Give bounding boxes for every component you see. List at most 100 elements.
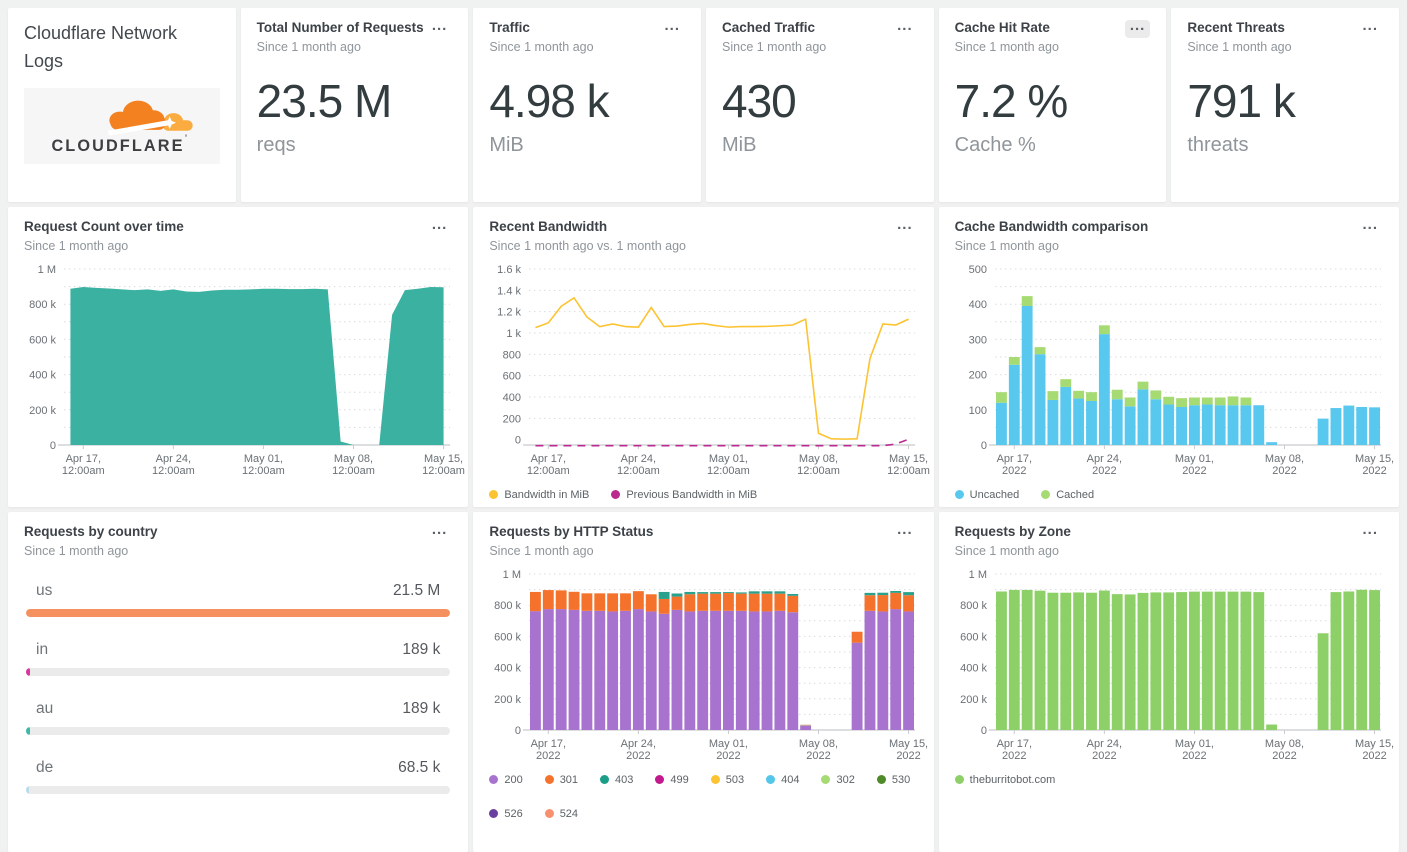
svg-text:May 01,: May 01, — [709, 453, 748, 465]
legend-item-530[interactable]: 530 — [876, 773, 911, 786]
legend-item-503[interactable]: 503 — [710, 773, 745, 786]
svg-text:1 M: 1 M — [503, 569, 521, 581]
country-label: in — [36, 640, 49, 658]
country-value: 189 k — [402, 640, 441, 658]
svg-text:800 k: 800 k — [960, 600, 987, 612]
country-value: 189 k — [402, 699, 441, 717]
legend-item-uncached[interactable]: Uncached — [954, 489, 1019, 501]
logo-sparkle — [163, 116, 177, 129]
legend-label: 403 — [615, 773, 634, 786]
legend-item-bandwidth-in-mib[interactable]: Bandwidth in MiB — [489, 489, 589, 501]
svg-text:2022: 2022 — [536, 750, 560, 762]
panel-subtitle: Since 1 month ago — [489, 543, 594, 558]
stat-unit: threats — [1187, 133, 1249, 156]
svg-text:12:00am: 12:00am — [527, 465, 570, 477]
dashboard-title: Cloudflare Network Logs — [24, 23, 178, 71]
country-bar-track — [26, 785, 451, 794]
legend-item-200[interactable]: 200 — [489, 773, 523, 786]
legend-label: 200 — [504, 773, 523, 786]
dashboard: Cloudflare Network Logs CLOUDFLARE ' — [8, 8, 1399, 852]
panel-subtitle: Since 1 month ago — [722, 39, 827, 54]
svg-text:Apr 17,: Apr 17, — [66, 453, 101, 465]
legend-dot — [611, 490, 621, 500]
legend-item-499[interactable]: 499 — [655, 774, 689, 786]
panel-subtitle: Since 1 month ago — [24, 238, 129, 253]
svg-text:1.2 k: 1.2 k — [497, 307, 521, 319]
svg-text:1 k: 1 k — [507, 328, 522, 340]
legend-label: 503 — [725, 773, 745, 786]
stat-unit: reqs — [256, 133, 296, 156]
panel-title: Requests by Zone — [954, 524, 1071, 539]
svg-text:0: 0 — [50, 440, 56, 452]
svg-text:1 M: 1 M — [968, 569, 986, 581]
legend-label: 526 — [504, 807, 523, 820]
svg-text:12:00am: 12:00am — [422, 465, 465, 477]
panel-cloudflare-logo: Cloudflare Network Logs CLOUDFLARE ' — [8, 8, 236, 202]
svg-text:100: 100 — [968, 405, 986, 417]
legend-item-theburritobot-com[interactable]: theburritobot.com — [954, 773, 1056, 786]
http-status-legend: 200 301 403 499 503 404 302 530 526 524 — [489, 774, 917, 820]
panel-menu-button[interactable]: ... — [427, 522, 453, 542]
panel-menu-button[interactable]: ... — [427, 217, 453, 237]
legend-label: Cached — [1056, 488, 1095, 501]
panel-subtitle: Since 1 month ago — [954, 543, 1059, 558]
panel-menu-button[interactable]: ... — [1357, 18, 1383, 38]
legend-item-526[interactable]: 526 — [489, 807, 523, 820]
panel-menu-button[interactable]: ... — [659, 18, 685, 38]
svg-text:12:00am: 12:00am — [617, 465, 660, 477]
legend-dot — [544, 809, 554, 819]
svg-text:Apr 17,: Apr 17, — [531, 738, 566, 750]
svg-text:12:00am: 12:00am — [332, 465, 375, 477]
svg-text:600 k: 600 k — [494, 631, 521, 643]
svg-text:400: 400 — [968, 299, 986, 311]
svg-text:2022: 2022 — [897, 750, 921, 762]
panel-menu-button[interactable]: ... — [892, 18, 918, 38]
stat-unit: MiB — [489, 133, 524, 156]
legend-dot — [489, 775, 499, 785]
svg-text:400 k: 400 k — [960, 662, 987, 674]
stat-value: 23.5 M — [256, 74, 393, 127]
panel-title: Recent Bandwidth — [489, 219, 608, 234]
country-row-de: de 68.5 k — [24, 759, 452, 794]
legend-dot — [954, 490, 964, 500]
panel-requests-by-country: Requests by country Since 1 month ago ..… — [8, 512, 469, 852]
panel-menu-button[interactable]: ... — [1357, 217, 1383, 237]
panel-requests-by-zone: Requests by Zone Since 1 month ago ... 0… — [938, 512, 1399, 852]
stat-unit: Cache % — [954, 133, 1036, 156]
panel-title: Traffic — [489, 20, 530, 35]
svg-text:2022: 2022 — [1182, 465, 1206, 477]
legend-item-524[interactable]: 524 — [544, 808, 578, 820]
svg-text:600 k: 600 k — [29, 334, 56, 346]
svg-text:Apr 24,: Apr 24, — [621, 453, 656, 465]
legend-label: theburritobot.com — [969, 773, 1056, 786]
legend-item-403[interactable]: 403 — [600, 774, 633, 786]
svg-text:600 k: 600 k — [960, 631, 987, 643]
panel-menu-button[interactable]: ... — [892, 522, 918, 542]
legend-item-cached[interactable]: Cached — [1041, 489, 1094, 501]
legend-dot — [821, 775, 831, 785]
legend-item-302[interactable]: 302 — [821, 774, 855, 786]
legend-item-301[interactable]: 301 — [544, 774, 578, 786]
svg-text:0: 0 — [515, 725, 521, 737]
svg-text:Apr 24,: Apr 24, — [621, 738, 656, 750]
legend-label: 404 — [781, 773, 800, 786]
svg-text:12:00am: 12:00am — [707, 465, 750, 477]
legend-item-previous-bandwidth-in-mib[interactable]: Previous Bandwidth in MiB — [611, 489, 757, 501]
panel-traffic: Traffic Since 1 month ago ... 4.98 k MiB — [473, 8, 701, 202]
legend-item-404[interactable]: 404 — [766, 774, 799, 786]
legend-dot — [489, 490, 499, 500]
panel-menu-button[interactable]: ... — [1124, 18, 1151, 38]
svg-text:May 15,: May 15, — [1355, 738, 1394, 750]
legend-label: 530 — [891, 773, 911, 786]
svg-text:0: 0 — [981, 725, 987, 737]
panel-menu-button[interactable]: ... — [427, 18, 453, 38]
svg-text:May 15,: May 15, — [889, 453, 928, 465]
panel-menu-button[interactable]: ... — [1357, 522, 1383, 542]
svg-text:1.6 k: 1.6 k — [497, 264, 521, 276]
svg-text:200 k: 200 k — [960, 694, 987, 706]
panel-menu-button[interactable]: ... — [892, 217, 918, 237]
svg-text:May 01,: May 01, — [709, 738, 748, 750]
